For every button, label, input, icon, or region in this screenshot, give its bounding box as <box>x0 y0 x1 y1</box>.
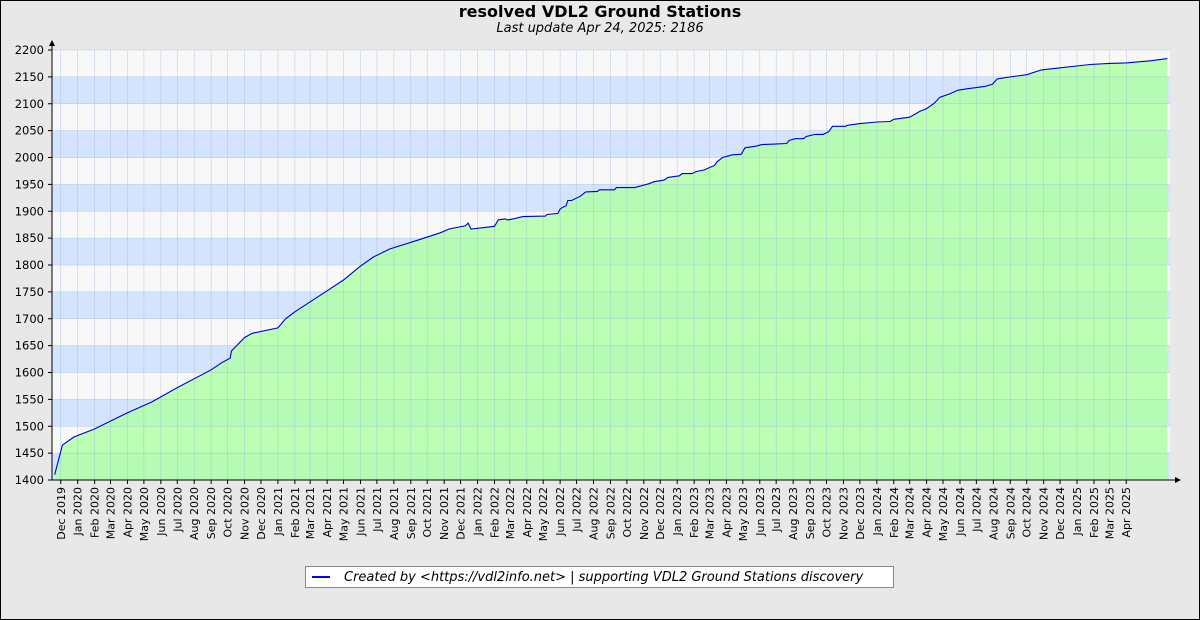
x-tick-label: Apr 2021 <box>321 487 334 538</box>
y-tick-label: 2000 <box>15 151 44 165</box>
x-tick-label: Apr 2024 <box>921 487 934 538</box>
x-tick-label: Sep 2024 <box>1004 487 1017 539</box>
x-tick-label: Apr 2023 <box>720 487 733 538</box>
y-tick-label: 1800 <box>15 258 44 272</box>
series-line-path <box>54 58 1168 475</box>
x-tick-label: Nov 2023 <box>838 487 851 540</box>
x-tick-label: Feb 2020 <box>89 487 102 538</box>
x-tick-label: Jul 2021 <box>371 487 384 533</box>
y-axis-ticks: 1400 1450 1500 1550 1600 1650 1700 1750 1800 1850… <box>15 43 52 487</box>
x-axis-ticks: Dec 2019 Jan 2020 Feb 2020 Mar 2020 Apr 2020… <box>55 480 1133 541</box>
x-tick-label: Jan 2024 <box>871 487 884 536</box>
y-tick-label: 1500 <box>15 419 44 433</box>
y-tick-label: 2200 <box>15 43 44 57</box>
x-tick-label: Mar 2020 <box>105 487 118 539</box>
x-tick-label: Feb 2022 <box>489 487 502 538</box>
x-tick-label: Aug 2020 <box>188 487 201 540</box>
x-tick-label: Oct 2022 <box>621 487 634 538</box>
area-fill <box>54 58 1168 480</box>
x-tick-label: Sep 2023 <box>804 487 817 539</box>
x-tick-label: Feb 2023 <box>688 487 701 538</box>
x-tick-label: Jan 2022 <box>472 487 485 536</box>
x-tick-label: Jul 2023 <box>770 487 783 533</box>
x-tick-label: Oct 2023 <box>821 487 834 538</box>
y-tick-label: 1600 <box>15 366 44 380</box>
y-tick-label: 1450 <box>15 446 44 460</box>
x-tick-label: Aug 2023 <box>787 487 800 540</box>
x-tick-label: Mar 2021 <box>304 487 317 539</box>
x-tick-label: May 2024 <box>937 487 950 541</box>
x-tick-label: Nov 2022 <box>638 487 651 540</box>
y-tick-label: 1400 <box>15 473 44 487</box>
x-tick-label: Aug 2022 <box>588 487 601 540</box>
chart-title: resolved VDL2 Ground Stations <box>458 2 742 21</box>
x-tick-label: Oct 2021 <box>421 487 434 538</box>
axes <box>49 40 1181 483</box>
y-tick-label: 2100 <box>15 97 44 111</box>
y-tick-label: 1650 <box>15 339 44 353</box>
y-tick-label: 1950 <box>15 177 44 191</box>
x-tick-label: Dec 2022 <box>654 487 667 540</box>
x-tick-label: Mar 2024 <box>904 487 917 539</box>
x-tick-label: Jul 2020 <box>171 487 184 533</box>
legend: Created by <https://vdl2info.net> | supp… <box>305 566 894 588</box>
legend-label: Created by <https://vdl2info.net> | supp… <box>344 569 864 585</box>
y-tick-label: 1700 <box>15 312 44 326</box>
x-tick-label: Jun 2023 <box>754 487 767 537</box>
x-tick-label: Apr 2022 <box>521 487 534 538</box>
x-tick-label: Jan 2025 <box>1071 487 1084 536</box>
area-fill-path <box>54 58 1168 480</box>
x-tick-label: Aug 2021 <box>388 487 401 540</box>
y-tick-label: 2050 <box>15 124 44 138</box>
x-axis-arrow <box>1175 477 1181 483</box>
legend-swatch <box>312 576 330 578</box>
x-tick-label: Sep 2021 <box>405 487 418 539</box>
y-tick-label: 1850 <box>15 231 44 245</box>
y-tick-label: 1750 <box>15 285 44 299</box>
x-tick-label: Jan 2020 <box>72 487 85 536</box>
x-tick-label: Oct 2024 <box>1021 487 1034 538</box>
y-axis-arrow <box>49 40 55 46</box>
series-line <box>54 58 1168 475</box>
x-tick-label: Feb 2025 <box>1088 487 1101 538</box>
chart-subtitle: Last update Apr 24, 2025: 2186 <box>496 21 704 36</box>
x-tick-label: May 2021 <box>338 487 351 541</box>
x-tick-label: Nov 2021 <box>438 487 451 540</box>
x-tick-label: Jun 2022 <box>554 487 567 537</box>
x-tick-label: Mar 2025 <box>1103 487 1116 539</box>
x-tick-label: Jul 2022 <box>571 487 584 533</box>
y-tick-label: 1550 <box>15 392 44 406</box>
x-tick-label: May 2023 <box>737 487 750 541</box>
x-tick-label: Mar 2023 <box>704 487 717 539</box>
y-tick-label: 1900 <box>15 204 44 218</box>
x-tick-label: May 2022 <box>537 487 550 541</box>
x-tick-label: Jul 2024 <box>970 487 983 533</box>
x-tick-label: Dec 2023 <box>854 487 867 540</box>
x-tick-label: Apr 2020 <box>122 487 135 538</box>
x-tick-label: Jan 2021 <box>272 487 285 536</box>
x-tick-label: Nov 2020 <box>239 487 252 540</box>
x-tick-label: Dec 2019 <box>55 487 68 540</box>
x-tick-label: Dec 2024 <box>1054 487 1067 540</box>
x-tick-label: Jun 2024 <box>954 487 967 537</box>
x-tick-label: Jun 2020 <box>155 487 168 537</box>
x-tick-label: Nov 2024 <box>1038 487 1051 540</box>
x-tick-label: Apr 2025 <box>1120 487 1133 538</box>
x-tick-label: Feb 2021 <box>289 487 302 538</box>
x-tick-label: Jun 2021 <box>355 487 368 537</box>
y-tick-label: 2150 <box>15 70 44 84</box>
x-tick-label: Dec 2021 <box>455 487 468 540</box>
x-tick-label: May 2020 <box>138 487 151 541</box>
x-tick-label: Aug 2024 <box>987 487 1000 540</box>
background-band <box>52 50 1170 77</box>
x-tick-label: Oct 2020 <box>222 487 235 538</box>
x-tick-label: Dec 2020 <box>255 487 268 540</box>
x-tick-label: Sep 2020 <box>205 487 218 539</box>
x-tick-label: Feb 2024 <box>888 487 901 538</box>
x-tick-label: Sep 2022 <box>605 487 618 539</box>
x-tick-label: Mar 2022 <box>504 487 517 539</box>
x-tick-label: Jan 2023 <box>671 487 684 536</box>
